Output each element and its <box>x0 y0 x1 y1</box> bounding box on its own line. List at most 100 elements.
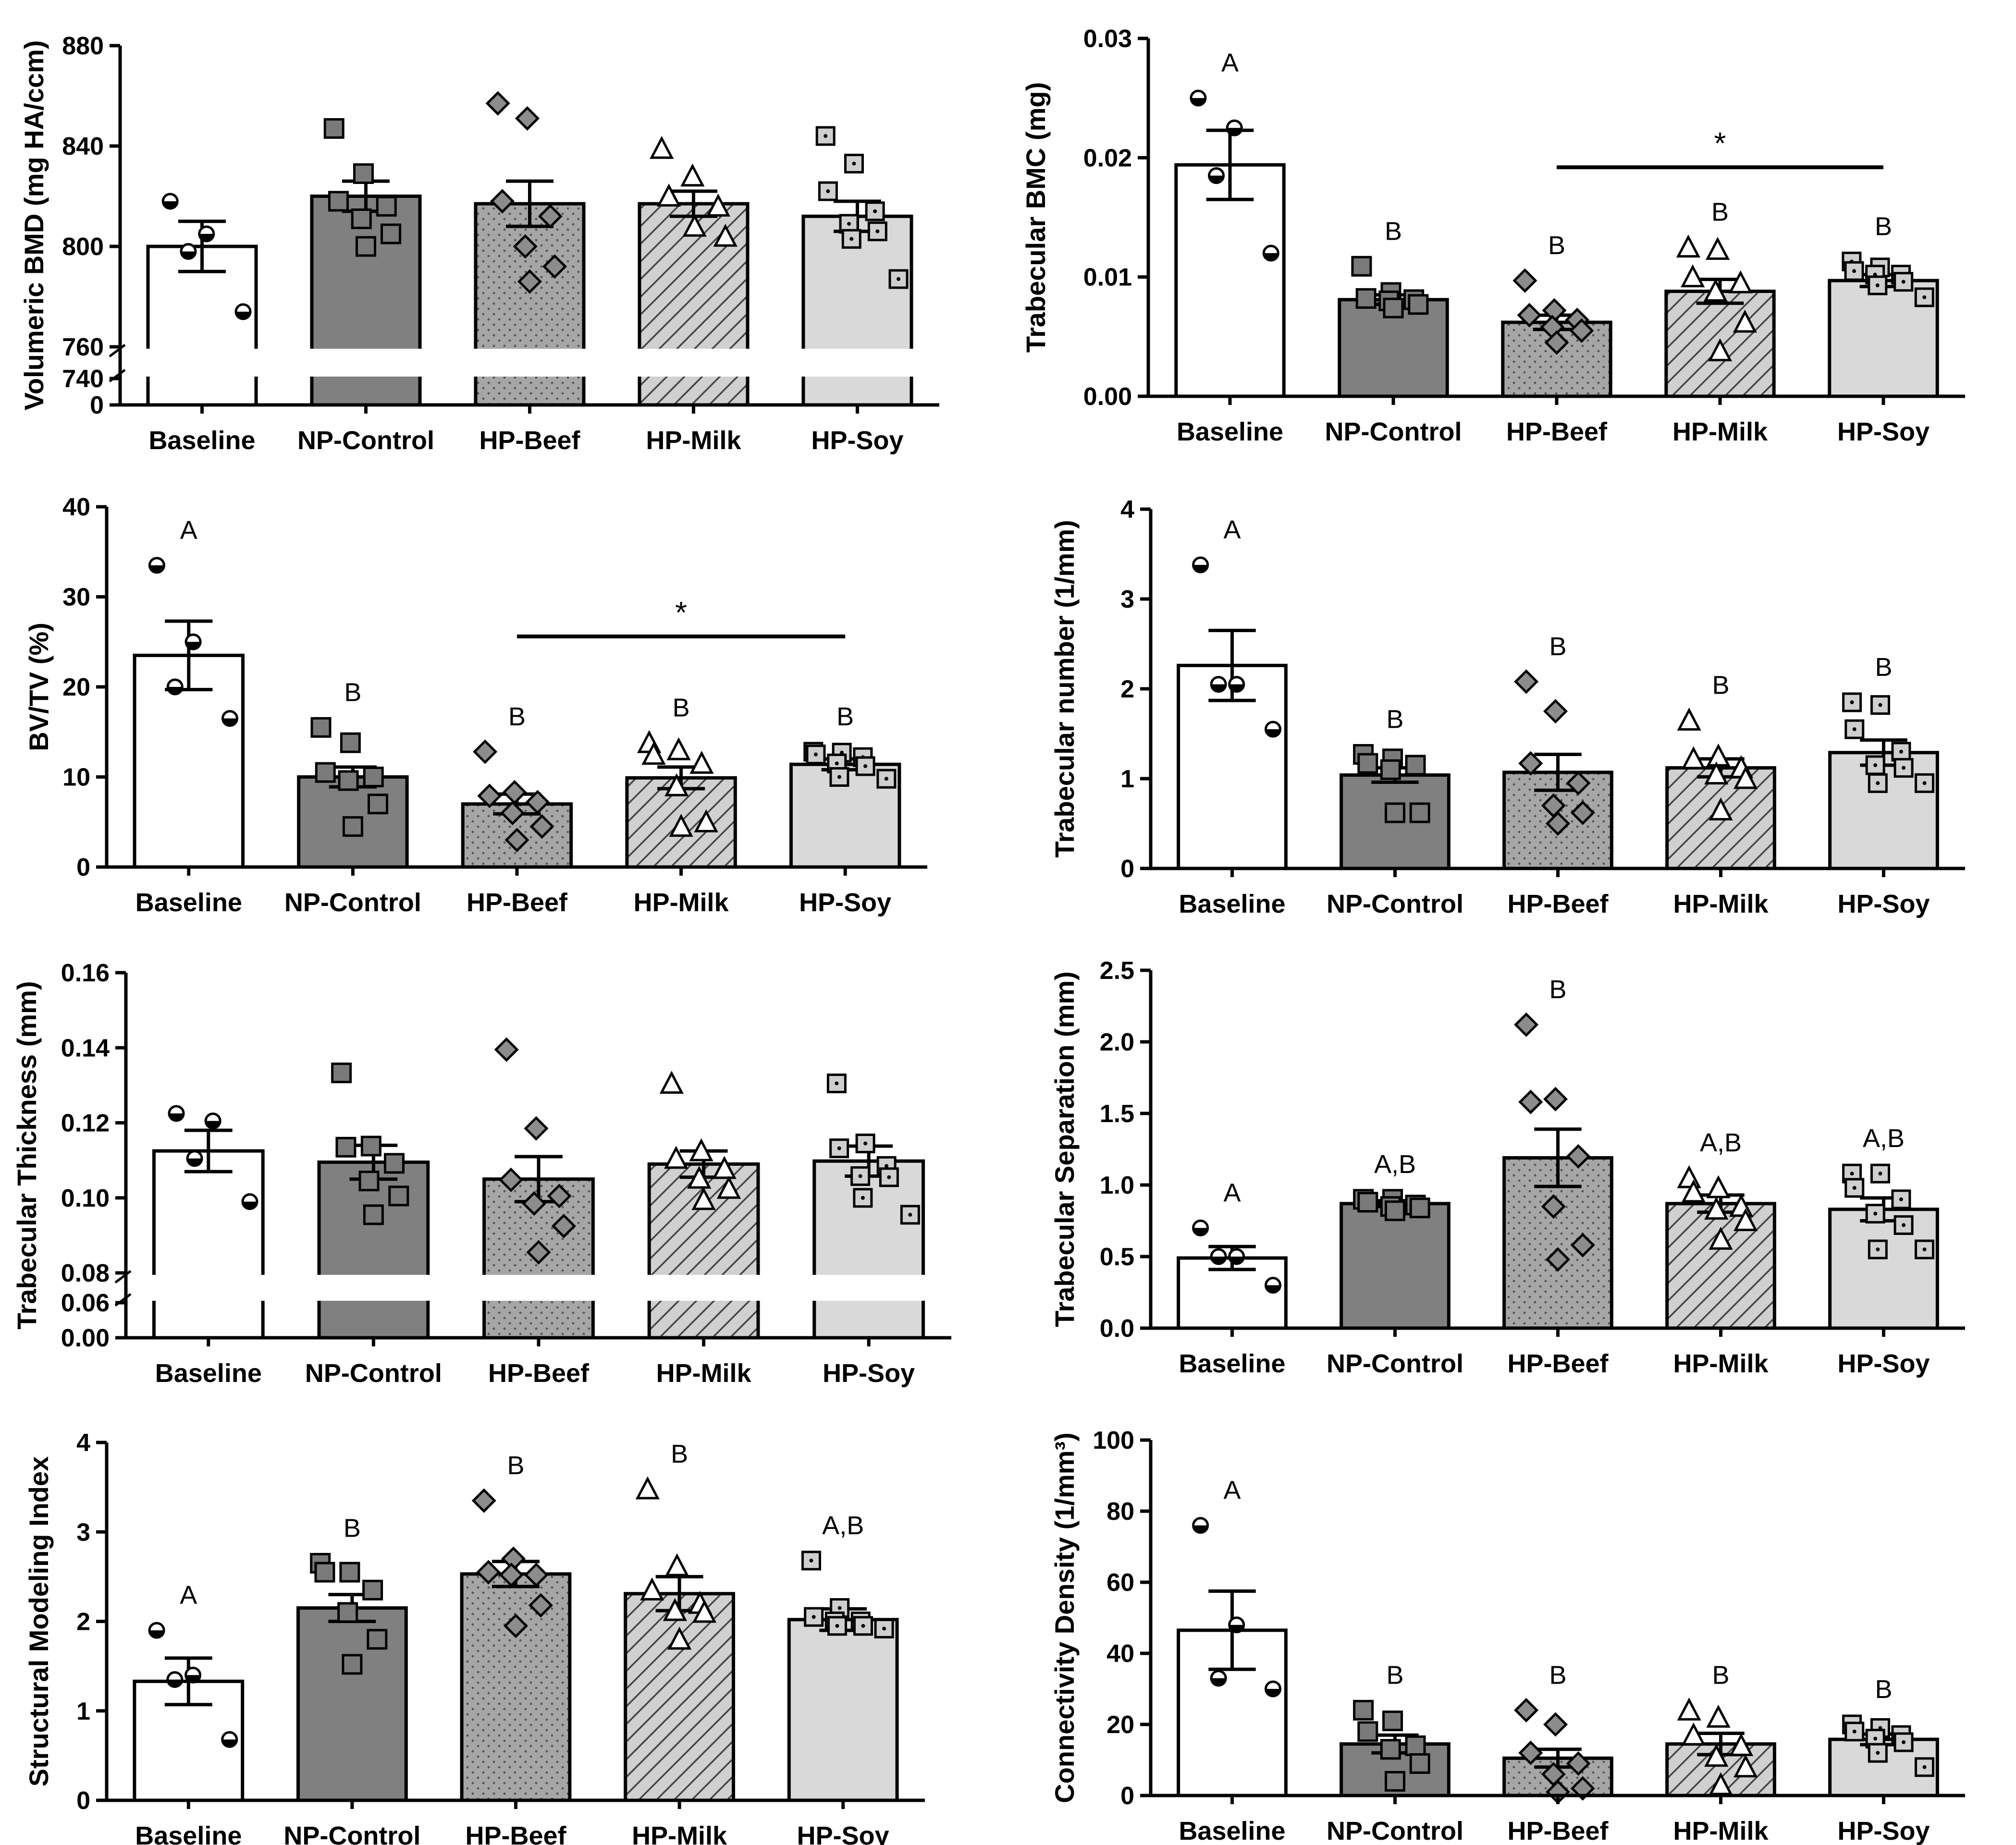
significance-letter: A <box>1221 49 1239 77</box>
y-tick-label: 20 <box>1106 1711 1134 1739</box>
data-point <box>1704 1197 1729 1220</box>
point-square-dot <box>860 1196 865 1200</box>
data-point <box>1893 758 1914 778</box>
data-point <box>1865 1204 1885 1224</box>
data-point <box>1265 1277 1282 1294</box>
data-point <box>1351 256 1372 277</box>
x-tick-label-hp-soy: HP-Soy <box>799 888 891 917</box>
data-point <box>815 126 836 146</box>
y-axis-label: BV/TV (%) <box>24 623 54 751</box>
data-point <box>314 1562 335 1583</box>
data-point <box>1566 1751 1591 1776</box>
data-point <box>1704 1744 1729 1767</box>
data-point <box>503 1613 529 1638</box>
y-tick-label: 2.5 <box>1100 957 1134 985</box>
x-tick-label-hp-soy: HP-Soy <box>1837 890 1930 918</box>
data-point <box>166 1671 184 1688</box>
data-point <box>1409 802 1430 823</box>
data-point <box>1409 1753 1430 1774</box>
data-point <box>477 783 502 808</box>
significance-letter: B <box>1385 217 1402 245</box>
data-point <box>504 828 529 853</box>
y-tick-label: 60 <box>1106 1569 1134 1597</box>
data-point <box>1844 261 1864 281</box>
data-point <box>1210 1248 1227 1265</box>
x-tick-label-hp-beef: HP-Beef <box>467 888 568 917</box>
point-square-dot <box>1899 749 1903 754</box>
point-square-dot <box>882 1626 886 1631</box>
data-point <box>804 1607 824 1627</box>
x-tick-label-hp-beef: HP-Beef <box>479 426 580 455</box>
bar-hp-soy <box>787 1618 899 1802</box>
data-point <box>850 1166 871 1186</box>
data-point <box>315 762 336 783</box>
data-point <box>1915 1239 1935 1259</box>
data-point <box>1210 676 1227 693</box>
x-tick-label-baseline: Baseline <box>148 426 255 455</box>
data-point <box>363 1204 384 1225</box>
y-tick-label: 0.12 <box>61 1110 110 1137</box>
data-point <box>865 201 885 221</box>
significance-letter: B <box>671 1440 688 1468</box>
point-square-dot <box>1878 703 1882 707</box>
data-point <box>323 118 344 139</box>
data-point <box>1705 237 1730 260</box>
data-point <box>1914 287 1934 307</box>
data-point <box>1844 719 1865 739</box>
data-point <box>712 1156 737 1179</box>
point-square-dot <box>1899 1197 1903 1201</box>
point-square-dot <box>1901 280 1905 284</box>
significance-letter: B <box>1875 653 1892 682</box>
data-point <box>669 814 693 837</box>
data-point <box>1677 1165 1701 1188</box>
point-square-dot <box>835 1624 839 1628</box>
x-tick-label-baseline: Baseline <box>135 888 242 917</box>
data-point <box>1514 1698 1539 1723</box>
data-point <box>338 770 359 791</box>
data-point <box>476 1560 501 1585</box>
data-point <box>337 1602 358 1623</box>
axis-break-mark <box>114 1270 132 1283</box>
data-point <box>168 1105 185 1122</box>
data-point <box>1915 1757 1935 1777</box>
data-point <box>1733 1208 1758 1231</box>
data-point <box>692 1600 717 1623</box>
point-square-dot <box>1878 1172 1882 1176</box>
data-point <box>829 767 849 787</box>
data-point <box>874 1618 894 1638</box>
data-point <box>529 814 554 839</box>
data-point <box>148 1622 165 1639</box>
point-square-dot <box>875 229 880 233</box>
data-point <box>360 1136 381 1157</box>
data-point <box>1543 1712 1568 1737</box>
data-point <box>1681 1179 1706 1203</box>
error-bar-baseline <box>184 1128 233 1173</box>
x-tick-label-np-control: NP-Control <box>1327 1817 1463 1845</box>
y-tick-label: 1.5 <box>1100 1100 1134 1128</box>
x-tick-label-baseline: Baseline <box>1179 1817 1285 1845</box>
data-point <box>1192 556 1209 574</box>
significance-letter: B <box>507 1451 524 1480</box>
point-square-dot <box>1850 700 1854 705</box>
data-point <box>204 1112 221 1130</box>
x-tick-label-hp-soy: HP-Soy <box>1837 1817 1930 1845</box>
y-axis-label: Structural Modeling Index <box>24 1456 54 1787</box>
data-point <box>1357 1721 1378 1742</box>
x-tick-label-hp-beef: HP-Beef <box>1507 1817 1609 1845</box>
data-point <box>841 229 861 249</box>
point-square-dot <box>861 1624 865 1628</box>
data-point <box>328 191 349 212</box>
x-tick-label-hp-soy: HP-Soy <box>811 426 903 455</box>
significance-letter: A,B <box>1700 1128 1742 1157</box>
x-tick-label-hp-milk: HP-Milk <box>646 426 741 455</box>
data-point <box>855 1133 875 1153</box>
significance-letter: B <box>673 693 690 722</box>
data-point <box>666 737 691 760</box>
x-tick-label-hp-milk: HP-Milk <box>1673 1817 1769 1845</box>
data-point <box>526 1240 551 1265</box>
point-circle-fill <box>168 687 183 694</box>
data-point <box>826 1073 847 1093</box>
data-point <box>522 1191 547 1216</box>
chart-panel-3: 0 10 20 30 40 Baseline NP-Control HP-Beef HP-Mil… <box>24 493 927 917</box>
significance-letter: B <box>836 702 854 731</box>
